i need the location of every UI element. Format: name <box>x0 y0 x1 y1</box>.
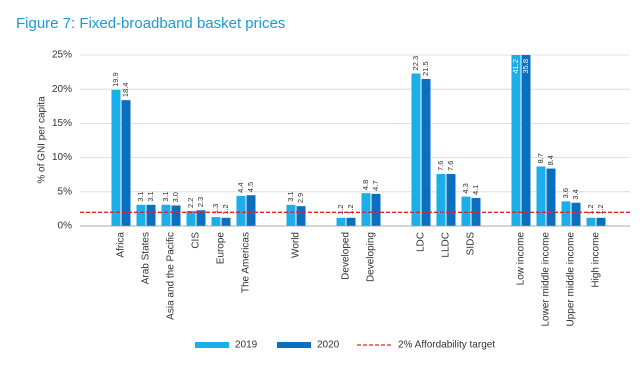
bar <box>211 217 221 226</box>
x-tick-label: LDC <box>416 232 427 252</box>
bar <box>521 55 531 226</box>
value-label: 22.3 <box>411 56 420 71</box>
bar <box>371 193 381 226</box>
bar <box>596 217 606 226</box>
x-tick-label: World <box>291 232 302 258</box>
x-tick-label: Developing <box>366 232 377 282</box>
bar <box>411 73 421 226</box>
value-label: 4.1 <box>471 185 480 195</box>
x-tick-label: Arab States <box>141 232 152 284</box>
y-tick-label: 5% <box>58 186 73 197</box>
value-label: 1.2 <box>221 204 230 214</box>
bar <box>296 206 306 226</box>
bar <box>146 204 156 226</box>
value-label: 35.8 <box>521 59 530 74</box>
x-tick-label: Lower middle income <box>541 232 552 327</box>
bar <box>111 89 121 226</box>
value-label: 3.1 <box>161 191 170 201</box>
y-tick-label: 0% <box>58 221 73 232</box>
bar <box>536 166 546 226</box>
legend-label: 2020 <box>317 340 340 351</box>
value-label: 3.1 <box>286 191 295 201</box>
x-tick-label: Asia and the Pacific <box>166 232 177 320</box>
x-tick-label: Africa <box>116 232 127 258</box>
bar <box>421 78 431 226</box>
chart-title: Figure 7: Fixed-broadband basket prices <box>16 15 285 32</box>
legend-swatch <box>277 342 311 348</box>
legend-label: 2019 <box>235 340 258 351</box>
value-label: 3.0 <box>171 192 180 202</box>
legend-swatch <box>195 342 229 348</box>
value-label: 1.3 <box>211 204 220 214</box>
value-label: 4.7 <box>371 180 380 190</box>
bar <box>436 174 446 226</box>
value-label: 7.6 <box>446 161 455 171</box>
value-label: 3.4 <box>571 189 580 199</box>
bar <box>246 195 256 226</box>
bar <box>186 210 196 226</box>
value-label: 1.2 <box>346 204 355 214</box>
x-tick-label: Europe <box>216 232 227 265</box>
value-label: 3.1 <box>146 191 155 201</box>
y-tick-label: 20% <box>52 84 72 95</box>
value-label: 2.2 <box>186 198 195 208</box>
x-tick-label: The Americas <box>241 232 252 293</box>
bar <box>361 193 371 226</box>
value-label: 18.4 <box>121 83 130 98</box>
y-tick-label: 10% <box>52 152 72 163</box>
bar <box>586 217 596 226</box>
y-tick-label: 15% <box>52 118 72 129</box>
bar <box>346 217 356 226</box>
value-label: 8.7 <box>536 153 545 163</box>
x-tick-label: Upper middle income <box>566 232 577 327</box>
value-label: 1.2 <box>596 204 605 214</box>
x-tick-label: SIDS <box>466 232 477 256</box>
x-tick-label: Developed <box>341 232 352 280</box>
value-label: 7.6 <box>436 161 445 171</box>
bar <box>546 168 556 226</box>
bar <box>196 210 206 226</box>
bar <box>286 204 296 226</box>
legend-label: 2% Affordability target <box>398 340 495 351</box>
bar <box>571 202 581 226</box>
x-tick-label: Low income <box>516 232 527 286</box>
y-tick-label: 25% <box>52 50 72 61</box>
x-tick-label: High income <box>591 232 602 288</box>
value-label: 21.5 <box>421 61 430 76</box>
y-axis-label: % of GNI per capita <box>37 96 48 184</box>
value-label: 4.5 <box>246 182 255 192</box>
bar <box>171 205 181 226</box>
bar <box>161 204 171 226</box>
bar <box>446 174 456 226</box>
x-tick-label: LLDC <box>441 232 452 258</box>
value-label: 3.6 <box>561 188 570 198</box>
value-label: 2.9 <box>296 193 305 203</box>
value-label: 3.1 <box>136 191 145 201</box>
value-label: 8.4 <box>546 155 555 165</box>
bar <box>221 217 231 226</box>
bar <box>336 217 346 226</box>
x-tick-label: CIS <box>191 232 202 249</box>
value-label: 1.2 <box>336 204 345 214</box>
value-label: 19.9 <box>111 72 120 87</box>
bar <box>236 195 246 226</box>
bar <box>121 100 131 226</box>
bar <box>461 196 471 226</box>
value-label: 41.2 <box>511 59 520 74</box>
bar <box>561 201 571 226</box>
bar <box>136 204 146 226</box>
value-label: 4.4 <box>236 182 245 192</box>
value-label: 4.8 <box>361 180 370 190</box>
bar <box>511 55 521 226</box>
value-label: 2.3 <box>196 197 205 207</box>
value-label: 1.2 <box>586 204 595 214</box>
value-label: 4.3 <box>461 183 470 193</box>
